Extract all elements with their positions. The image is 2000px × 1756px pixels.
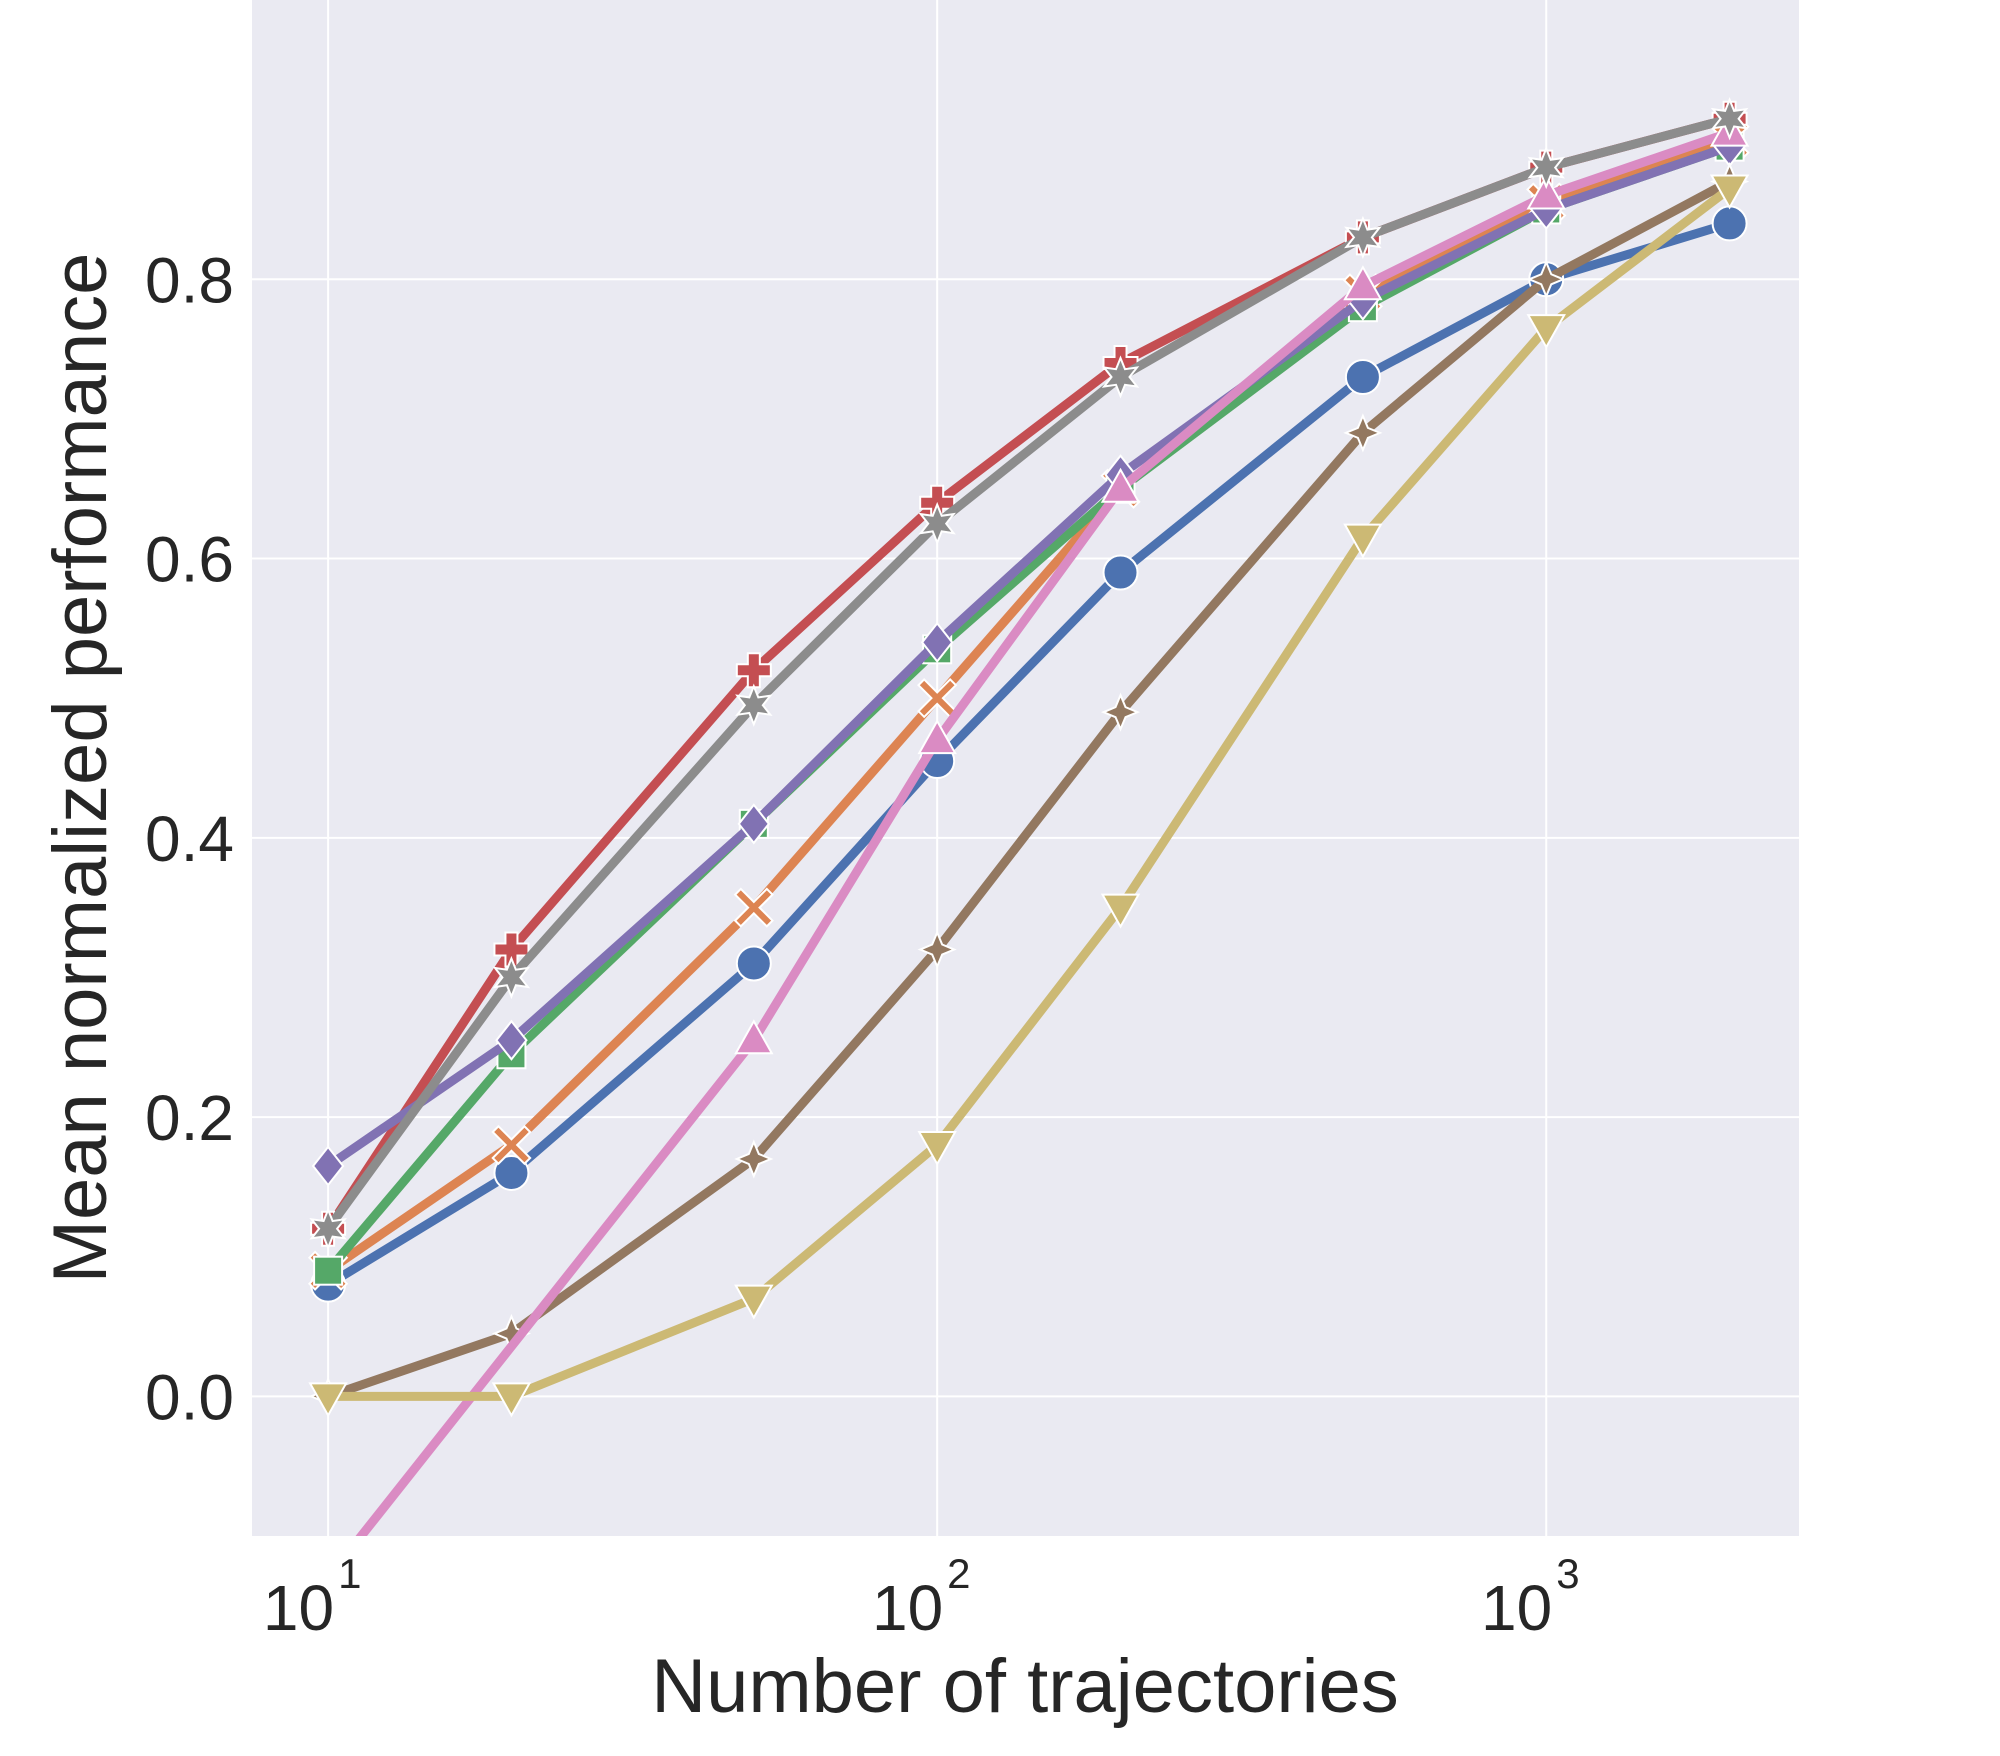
data-point-brown-star4 [1343, 413, 1383, 453]
data-point-orange-x [491, 1124, 532, 1166]
series-line-gray-star [323, 114, 1735, 1234]
series-line-purple-diamond [323, 142, 1735, 1171]
data-point-blue-circle [735, 945, 772, 982]
data-point-blue-circle [1711, 205, 1748, 242]
data-point-purple-diamond [311, 1145, 345, 1187]
y-tick-label: 0.0 [145, 1361, 234, 1433]
plot-background [252, 0, 1799, 1536]
series-gray-star [309, 97, 1749, 1251]
data-point-purple-diamond [920, 621, 954, 663]
data-point-gray-star [1344, 215, 1382, 260]
data-point-red-plus [735, 652, 772, 689]
data-point-gray-star [918, 501, 956, 546]
data-point-purple-diamond [737, 803, 771, 845]
data-point-pink-triangle-up [917, 719, 957, 755]
data-point-gray-star [492, 955, 531, 1000]
data-point-brown-star4 [734, 1139, 774, 1179]
series-line-brown-star4 [323, 177, 1735, 1401]
data-point-gray-star [309, 1207, 347, 1251]
series-line-orange-x [323, 135, 1735, 1276]
data-point-yellow-triangle-down [491, 1382, 532, 1418]
y-tick-label: 0.6 [145, 524, 234, 596]
data-point-yellow-triangle-down [1526, 314, 1566, 350]
x-tick-label: 10 1 [263, 1550, 362, 1644]
data-point-green-square [313, 1255, 344, 1286]
y-axis-ticks: 0.0 0.2 0.4 0.6 0.8 [145, 244, 234, 1433]
x-tick-exponent: 3 [1556, 1550, 1579, 1597]
x-tick-base: 10 [1481, 1572, 1552, 1644]
x-axis-label: Number of trajectories [651, 1644, 1399, 1729]
data-point-yellow-triangle-down [917, 1131, 957, 1167]
data-point-pink-triangle-up [1343, 265, 1383, 301]
series-yellow-triangle-down [308, 174, 1750, 1418]
data-point-pink-triangle-up [1100, 467, 1141, 503]
data-point-purple-diamond [495, 1019, 528, 1061]
data-point-pink-triangle-up [1526, 174, 1566, 210]
series-blue-circle [310, 205, 1748, 1303]
y-tick-label: 0.2 [145, 1082, 234, 1154]
data-point-blue-circle [1102, 554, 1139, 591]
data-point-yellow-triangle-down [1709, 174, 1750, 210]
data-point-pink-triangle-up [734, 1019, 774, 1055]
series-line-yellow-triangle-down [323, 184, 1735, 1401]
data-point-brown-star4 [1526, 259, 1566, 299]
y-tick-label: 0.8 [145, 244, 234, 316]
data-point-brown-star4 [917, 929, 957, 970]
data-point-blue-circle [1344, 359, 1381, 396]
x-tick-base: 10 [263, 1572, 334, 1644]
data-point-yellow-triangle-down [1100, 893, 1141, 929]
data-point-yellow-triangle-down [308, 1382, 348, 1418]
series-line-blue-circle [323, 218, 1735, 1290]
series-layer [307, 97, 1750, 1536]
data-point-yellow-triangle-down [734, 1284, 774, 1320]
x-tick-label: 10 2 [872, 1550, 971, 1644]
x-tick-exponent: 1 [338, 1550, 361, 1597]
x-tick-base: 10 [872, 1572, 943, 1644]
x-axis-ticks: 10 1 10 2 10 3 [263, 1550, 1580, 1644]
data-point-gray-star [1710, 97, 1749, 141]
data-point-gray-star [1101, 355, 1140, 399]
data-point-blue-circle [493, 1154, 530, 1191]
data-point-gray-star [735, 683, 773, 727]
data-point-yellow-triangle-down [1343, 523, 1383, 559]
y-axis-label: Mean normalized performance [38, 253, 123, 1284]
data-point-brown-star4 [1100, 692, 1141, 732]
x-tick-exponent: 2 [947, 1550, 970, 1597]
data-point-gray-star [1527, 145, 1566, 190]
data-point-orange-x [733, 887, 774, 928]
y-tick-label: 0.4 [145, 803, 234, 875]
x-tick-label: 10 3 [1481, 1550, 1580, 1644]
